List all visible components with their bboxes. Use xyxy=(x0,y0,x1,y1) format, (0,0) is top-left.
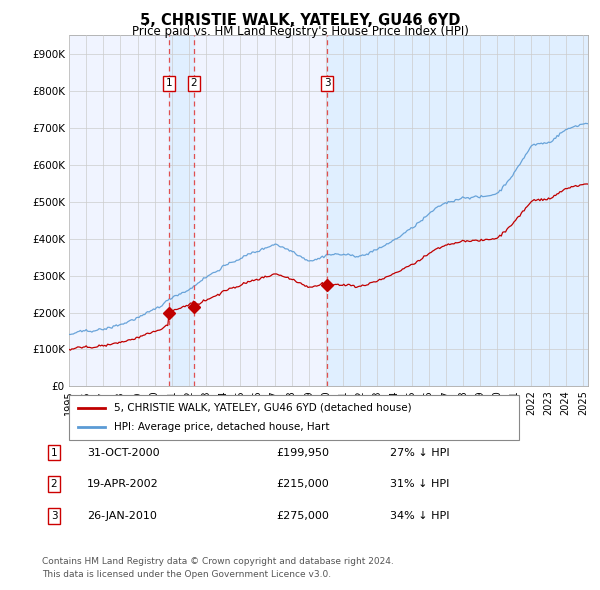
Text: 3: 3 xyxy=(50,512,58,521)
Text: 5, CHRISTIE WALK, YATELEY, GU46 6YD (detached house): 5, CHRISTIE WALK, YATELEY, GU46 6YD (det… xyxy=(114,403,412,412)
Text: £199,950: £199,950 xyxy=(276,448,329,457)
Text: 27% ↓ HPI: 27% ↓ HPI xyxy=(390,448,449,457)
Text: 2: 2 xyxy=(191,78,197,88)
Text: 1: 1 xyxy=(166,78,172,88)
Text: 1: 1 xyxy=(50,448,58,457)
Text: This data is licensed under the Open Government Licence v3.0.: This data is licensed under the Open Gov… xyxy=(42,571,331,579)
Text: Contains HM Land Registry data © Crown copyright and database right 2024.: Contains HM Land Registry data © Crown c… xyxy=(42,558,394,566)
Text: 2: 2 xyxy=(50,479,58,489)
Text: 26-JAN-2010: 26-JAN-2010 xyxy=(87,512,157,521)
FancyBboxPatch shape xyxy=(69,395,519,440)
Bar xyxy=(169,35,194,386)
Text: 34% ↓ HPI: 34% ↓ HPI xyxy=(390,512,449,521)
Text: Price paid vs. HM Land Registry's House Price Index (HPI): Price paid vs. HM Land Registry's House … xyxy=(131,25,469,38)
Text: 31% ↓ HPI: 31% ↓ HPI xyxy=(390,479,449,489)
Bar xyxy=(327,35,588,386)
Text: £275,000: £275,000 xyxy=(276,512,329,521)
Text: 3: 3 xyxy=(324,78,331,88)
Text: HPI: Average price, detached house, Hart: HPI: Average price, detached house, Hart xyxy=(114,422,329,432)
Text: 5, CHRISTIE WALK, YATELEY, GU46 6YD: 5, CHRISTIE WALK, YATELEY, GU46 6YD xyxy=(140,13,460,28)
Text: £215,000: £215,000 xyxy=(276,479,329,489)
Text: 31-OCT-2000: 31-OCT-2000 xyxy=(87,448,160,457)
Text: 19-APR-2002: 19-APR-2002 xyxy=(87,479,159,489)
